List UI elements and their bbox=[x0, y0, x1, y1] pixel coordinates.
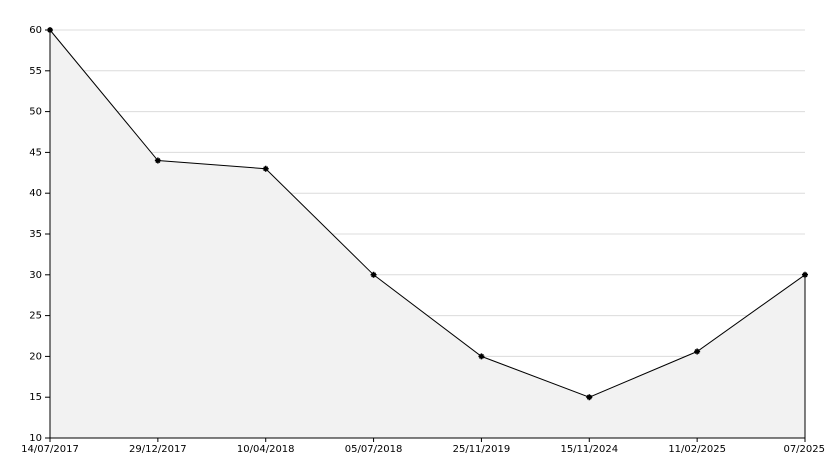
y-tick-label: 35 bbox=[29, 229, 42, 240]
y-tick-label: 50 bbox=[29, 107, 42, 118]
y-tick-label: 55 bbox=[29, 66, 42, 77]
x-tick-label: 14/07/2017 bbox=[21, 444, 79, 455]
marker bbox=[478, 353, 485, 360]
y-tick-label: 20 bbox=[29, 351, 42, 362]
marker bbox=[694, 348, 701, 355]
x-tick-label: 25/11/2019 bbox=[453, 444, 511, 455]
x-tick-label: 29/12/2017 bbox=[129, 444, 187, 455]
line bbox=[49, 29, 806, 398]
marker bbox=[262, 165, 269, 172]
marker bbox=[586, 394, 593, 401]
x-tick-label: 10/04/2018 bbox=[237, 444, 295, 455]
marker bbox=[802, 271, 808, 278]
y-tick-label: 30 bbox=[29, 270, 42, 281]
y-tick-label: 45 bbox=[29, 147, 42, 158]
x-tick-label: 11/02/2025 bbox=[668, 444, 726, 455]
x-tick-label: 15/11/2024 bbox=[560, 444, 618, 455]
marker bbox=[154, 157, 161, 164]
y-tick-label: 25 bbox=[29, 311, 42, 322]
y-tick-label: 60 bbox=[29, 25, 42, 36]
y-tick-label: 40 bbox=[29, 188, 42, 199]
x-tick-label: 05/07/2018 bbox=[345, 444, 403, 455]
marker bbox=[370, 271, 377, 278]
area bbox=[50, 30, 805, 438]
x-tick-label: 07/2025 bbox=[783, 444, 825, 455]
y-tick-label: 10 bbox=[29, 433, 42, 444]
y-tick-label: 15 bbox=[29, 392, 42, 403]
